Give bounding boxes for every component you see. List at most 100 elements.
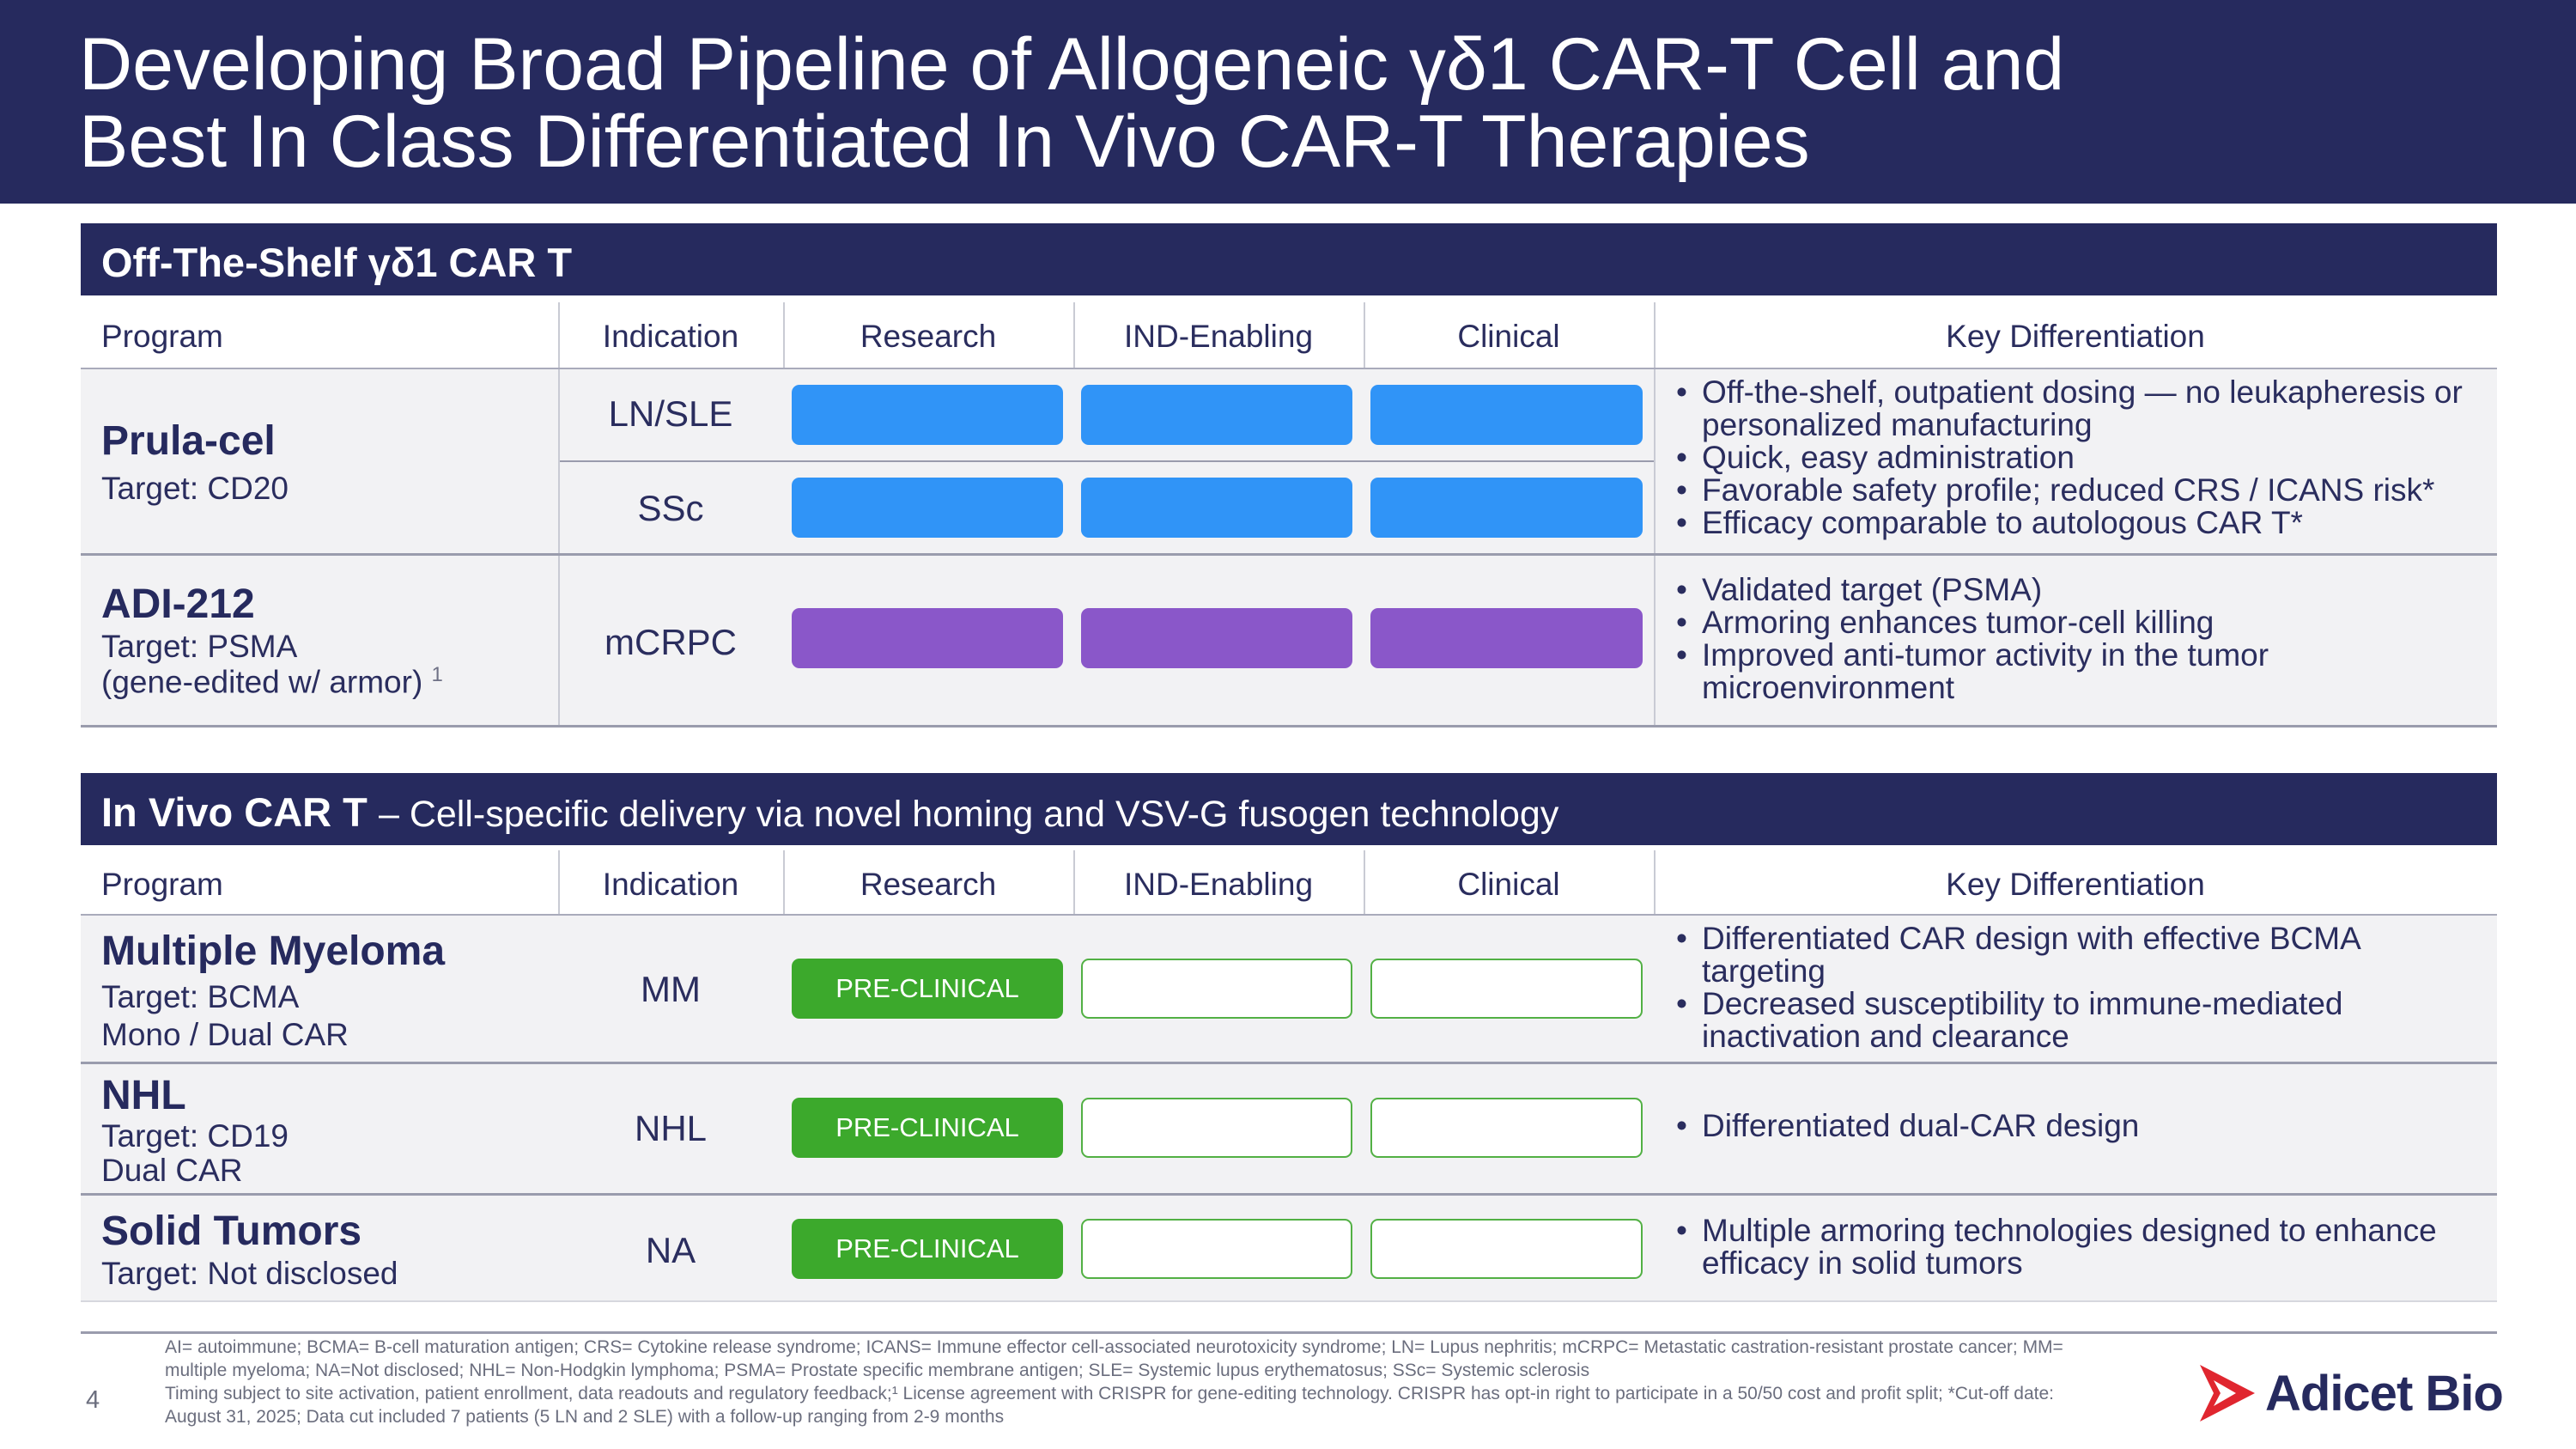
program-name-prula-cel: Prula-cel [101, 418, 276, 464]
column-divider [1364, 850, 1365, 916]
program-target-adi-212: Target: PSMA [101, 629, 298, 664]
key-differentiation-solid-tumors: Multiple armoring technologies designed … [1673, 1215, 2480, 1280]
indication-ln-sle: LN/SLE [608, 393, 733, 434]
section-off-the-shelf-title: Off-The-Shelf γδ1 CAR T [101, 240, 573, 285]
col-header-ind-enabling: IND-Enabling [1123, 867, 1314, 902]
indication-nhl: NHL [634, 1108, 708, 1148]
program-detail-adi-212: (gene-edited w/ armor) 1 [101, 663, 443, 700]
stage-badge-pre-clinical-nhl: PRE-CLINICAL [792, 1098, 1063, 1158]
section-in-vivo-title: In Vivo CAR T – Cell-specific delivery v… [101, 789, 1559, 835]
section-in-vivo-header: In Vivo CAR T – Cell-specific delivery v… [81, 773, 2497, 845]
footer-divider [81, 1331, 2497, 1334]
page-title-line-2: Best In Class Differentiated In Vivo CAR… [79, 100, 1810, 183]
list-item: Off-the-shelf, outpatient dosing — no le… [1673, 376, 2480, 441]
col-header-ind-enabling: IND-Enabling [1123, 319, 1314, 354]
stage-bar-empty-ind-enabling-nhl [1081, 1098, 1352, 1158]
list-item: Efficacy comparable to autologous CAR T* [1673, 507, 2480, 540]
key-differentiation-multiple-myeloma: Differentiated CAR design with effective… [1673, 922, 2480, 1053]
list-item: Decreased susceptibility to immune-media… [1673, 988, 2480, 1053]
stage-badge-pre-clinical-mm: PRE-CLINICAL [792, 959, 1063, 1019]
section2-column-headers: Program Indication Research IND-Enabling… [81, 850, 2497, 919]
column-divider [1654, 850, 1656, 916]
adicet-bio-logo: Adicet Bio [2195, 1361, 2504, 1425]
footnote-mark: 1 [431, 663, 443, 686]
header-divider [81, 914, 2497, 916]
row-divider [81, 553, 2497, 556]
indication-mm: MM [641, 969, 701, 1009]
logo-mark-icon [2200, 1365, 2255, 1422]
col-header-program: Program [101, 319, 223, 354]
stage-badge-pre-clinical-solid-tumors: PRE-CLINICAL [792, 1219, 1063, 1279]
logo-wordmark: Adicet Bio [2265, 1366, 2504, 1422]
list-item: Improved anti-tumor activity in the tumo… [1673, 639, 2480, 704]
stage-bar-ind-enabling-ln-sle [1081, 385, 1352, 445]
list-item: Multiple armoring technologies designed … [1673, 1215, 2480, 1280]
column-divider [558, 850, 560, 916]
indication-na: NA [645, 1230, 696, 1270]
program-detail-nhl: Dual CAR [101, 1153, 243, 1188]
column-divider [783, 302, 785, 369]
indication-ssc: SSc [637, 488, 704, 528]
program-detail-multiple-myeloma: Mono / Dual CAR [101, 1017, 349, 1052]
indication-divider [560, 460, 1656, 462]
title-band [0, 0, 2576, 204]
row-divider [81, 1300, 2497, 1302]
program-target-multiple-myeloma: Target: BCMA [101, 979, 300, 1014]
row-divider [81, 1193, 2497, 1196]
column-divider [1073, 850, 1075, 916]
stage-bar-clinical-mcrpc [1370, 608, 1643, 668]
stage-bar-ind-enabling-ssc [1081, 478, 1352, 538]
stage-bar-research-ssc [792, 478, 1063, 538]
list-item: Armoring enhances tumor-cell killing [1673, 606, 2480, 640]
stage-bar-clinical-ln-sle [1370, 385, 1643, 445]
col-header-research: Research [860, 867, 997, 902]
program-target-solid-tumors: Target: Not disclosed [101, 1256, 398, 1291]
col-header-key-differentiation: Key Differentiation [1946, 867, 2205, 902]
list-item: Differentiated dual-CAR design [1673, 1110, 2480, 1143]
program-target-prula-cel: Target: CD20 [101, 471, 289, 506]
stage-bar-empty-ind-enabling-mm [1081, 959, 1352, 1019]
column-divider [1654, 369, 1656, 553]
key-differentiation-nhl: Differentiated dual-CAR design [1673, 1110, 2480, 1143]
indication-mcrpc: mCRPC [605, 622, 737, 662]
row-divider [81, 725, 2497, 728]
stage-bar-empty-clinical-mm [1370, 959, 1643, 1019]
section-in-vivo-subtitle: – Cell-specific delivery via novel homin… [378, 794, 1559, 835]
list-item: Favorable safety profile; reduced CRS / … [1673, 474, 2480, 508]
list-item: Validated target (PSMA) [1673, 574, 2480, 607]
col-header-indication: Indication [602, 867, 739, 902]
program-name-multiple-myeloma: Multiple Myeloma [101, 928, 446, 974]
program-target-nhl: Target: CD19 [101, 1118, 289, 1154]
section-off-the-shelf-header: Off-The-Shelf γδ1 CAR T [81, 223, 2497, 295]
column-divider [1654, 556, 1656, 725]
page-title-line-1: Developing Broad Pipeline of Allogeneic … [79, 23, 2065, 106]
stage-bar-empty-ind-enabling-solid-tumors [1081, 1219, 1352, 1279]
stage-bar-clinical-ssc [1370, 478, 1643, 538]
footnote-abbreviations: AI= autoimmune; BCMA= B-cell maturation … [165, 1337, 2063, 1380]
col-header-clinical: Clinical [1457, 319, 1560, 354]
stage-bar-empty-clinical-solid-tumors [1370, 1219, 1643, 1279]
col-header-clinical: Clinical [1457, 867, 1560, 902]
col-header-program: Program [101, 867, 223, 902]
key-differentiation-adi-212: Validated target (PSMA) Armoring enhance… [1673, 574, 2480, 704]
page-number: 4 [86, 1386, 100, 1414]
row-divider [81, 1062, 2497, 1064]
column-divider [558, 369, 560, 553]
col-header-research: Research [860, 319, 997, 354]
col-header-indication: Indication [602, 319, 739, 354]
column-divider [783, 850, 785, 916]
key-differentiation-prula-cel: Off-the-shelf, outpatient dosing — no le… [1673, 376, 2480, 540]
stage-bar-empty-clinical-nhl [1370, 1098, 1643, 1158]
footnotes: AI= autoimmune; BCMA= B-cell maturation … [165, 1336, 2105, 1428]
list-item: Quick, easy administration [1673, 441, 2480, 475]
stage-bar-research-mcrpc [792, 608, 1063, 668]
program-name-solid-tumors: Solid Tumors [101, 1209, 362, 1254]
column-divider [1073, 302, 1075, 369]
header-divider [81, 368, 2497, 369]
list-item: Differentiated CAR design with effective… [1673, 922, 2480, 988]
program-name-adi-212: ADI-212 [101, 581, 255, 627]
stage-bar-ind-enabling-mcrpc [1081, 608, 1352, 668]
program-name-nhl: NHL [101, 1073, 186, 1118]
stage-bar-research-ln-sle [792, 385, 1063, 445]
column-divider [558, 556, 560, 725]
